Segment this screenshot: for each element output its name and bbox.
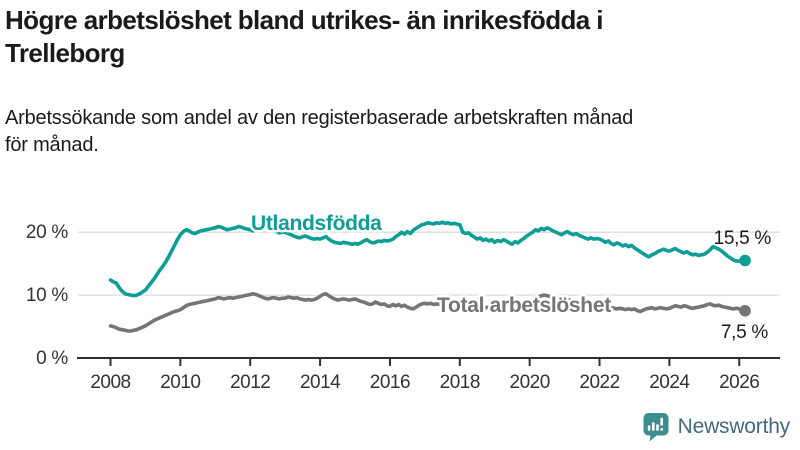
- logo-exclamation-bar: [660, 417, 663, 426]
- total-arbetsl-shet-series-label: Total arbetslöshet: [437, 294, 611, 317]
- x-tick-label-2014: 2014: [300, 372, 341, 393]
- unemployment-line-chart: 0 % 10 % 20 % 2008 2010 2012 2014 2016 2018 2020 2…: [26, 210, 780, 393]
- x-tick-label-2012: 2012: [230, 372, 270, 393]
- newsworthy-logo: Newsworthy: [642, 412, 790, 442]
- utlandsf-dda-series-label: Utlandsfödda: [251, 212, 382, 235]
- x-tick-label-2010: 2010: [160, 372, 200, 393]
- logo-bar-1: [647, 425, 651, 431]
- utlandsf-dda-line: [108, 215, 747, 298]
- x-tick-label-2018: 2018: [440, 372, 480, 393]
- total-arbetsl-shet-end-dot: [739, 305, 751, 317]
- title-line-2: Trelleborg: [5, 38, 125, 68]
- logo-bar-3: [655, 424, 659, 431]
- page-subtitle: Arbetssökande som andel av den registerb…: [5, 105, 795, 159]
- utlandsf-dda-end-value-label: 15,5 %: [714, 228, 772, 249]
- x-tick-label-2022: 2022: [579, 372, 619, 393]
- newsworthy-brand-name: Newsworthy: [677, 415, 791, 438]
- chart-area: 0 % 10 % 20 % 2008 2010 2012 2014 2016 2018 2020 2…: [0, 195, 800, 405]
- logo-exclamation-dot: [660, 428, 663, 431]
- x-tick-label-2016: 2016: [370, 372, 410, 393]
- x-tick-label-2024: 2024: [649, 372, 690, 393]
- x-tick-label-2008: 2008: [90, 372, 130, 393]
- total-arbetsl-shet-line: [108, 292, 747, 333]
- y-tick-label-0: 0 %: [36, 348, 68, 369]
- subtitle-line-1: Arbetssökande som andel av den registerb…: [5, 107, 634, 129]
- newsworthy-logo-icon: [643, 413, 669, 442]
- title-line-1: Högre arbetslöshet bland utrikes- än inr…: [5, 5, 603, 35]
- logo-bar-2: [651, 422, 655, 431]
- page-title: Högre arbetslöshet bland utrikes- än inr…: [5, 4, 795, 70]
- x-tick-label-2020: 2020: [510, 372, 550, 393]
- total-arbetsl-shet-end-value-label: 7,5 %: [721, 322, 768, 343]
- y-tick-label-20: 20 %: [26, 222, 69, 243]
- subtitle-line-2: för månad.: [5, 134, 99, 156]
- utlandsf-dda-end-dot: [739, 254, 751, 267]
- x-tick-label-2026: 2026: [719, 372, 759, 393]
- y-tick-label-10: 10 %: [26, 285, 69, 306]
- logo-bubble-shape: [643, 413, 669, 442]
